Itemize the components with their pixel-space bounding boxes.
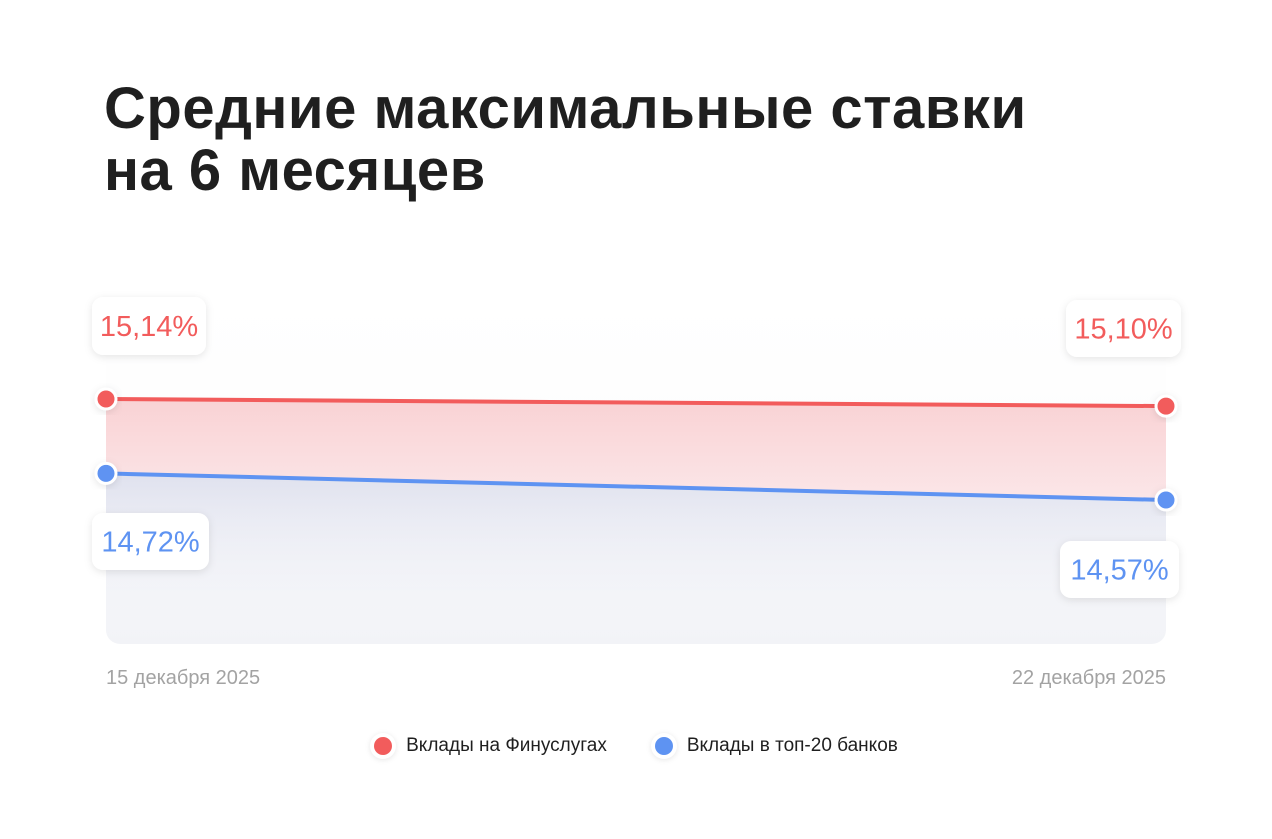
data-point-top20-1 xyxy=(1154,488,1178,512)
data-label-top20-0: 14,72% xyxy=(101,527,199,559)
data-point-top20-0 xyxy=(94,461,118,485)
legend-label-finuslugi: Вклады на Финуслугах xyxy=(406,735,607,756)
series-line-finuslugi xyxy=(104,397,1168,409)
chart-title: Средние максимальные ставки на 6 месяцев xyxy=(104,78,1027,202)
x-tick-label-start: 15 декабря 2025 xyxy=(106,667,261,689)
legend-label-top20: Вклады в топ-20 банков xyxy=(686,735,898,756)
series-line-top20 xyxy=(104,471,1168,502)
data-label-finuslugi-0: 15,14% xyxy=(100,311,198,343)
legend-dot-icon xyxy=(374,737,393,755)
data-label-box-top20-1 xyxy=(1060,541,1179,598)
x-tick-label-end: 22 декабря 2025 xyxy=(1011,667,1166,689)
data-label-box-top20-0 xyxy=(92,513,209,570)
legend-item-top20: Вклады в топ-20 банков xyxy=(654,735,898,757)
data-label-finuslugi-1: 15,10% xyxy=(1074,314,1172,346)
area-finuslugi xyxy=(106,399,1166,500)
legend-dot-icon xyxy=(654,737,673,755)
data-label-top20-1: 14,57% xyxy=(1070,555,1168,587)
title-line-1: Средние максимальные ставки xyxy=(104,76,1027,141)
legend-item-finuslugi: Вклады на Финуслугах xyxy=(374,735,607,757)
title-line-2: на 6 месяцев xyxy=(104,138,486,203)
legend: Вклады на Финуслугах Вклады в топ-20 бан… xyxy=(0,735,1272,757)
data-point-finuslugi-1 xyxy=(1154,394,1178,418)
area-top20 xyxy=(106,473,1166,644)
data-point-finuslugi-0 xyxy=(94,387,118,411)
data-label-box-finuslugi-0 xyxy=(92,297,206,355)
data-label-box-finuslugi-1 xyxy=(1066,300,1181,357)
